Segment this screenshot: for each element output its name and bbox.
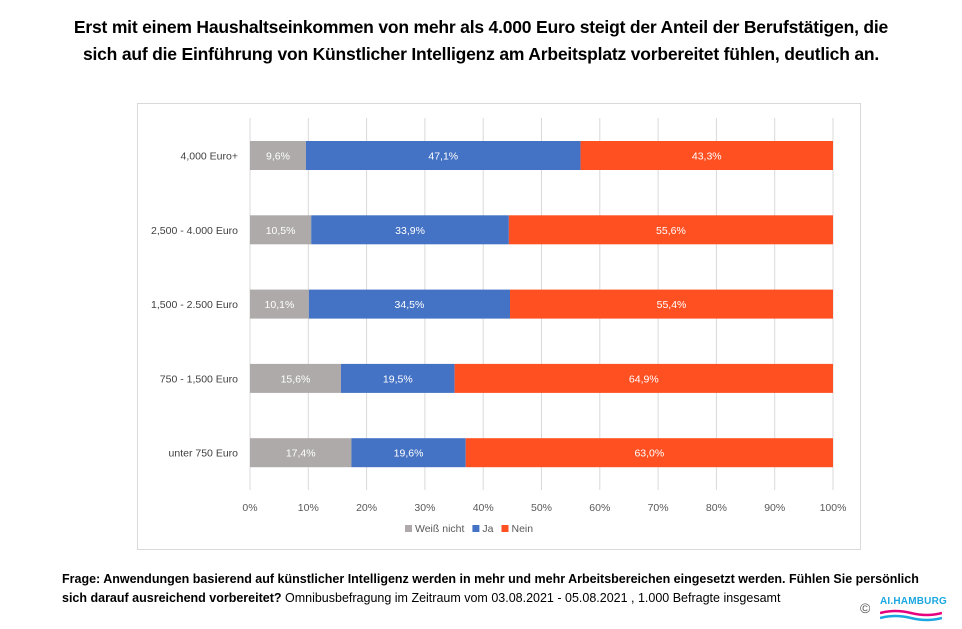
x-tick-label: 50%: [531, 502, 552, 514]
logo-text: AI.HAMBURG: [880, 596, 947, 607]
bar-segment: [508, 215, 833, 245]
data-label: 55,4%: [657, 299, 687, 311]
x-tick-label: 90%: [764, 502, 785, 514]
legend-label: Nein: [512, 523, 534, 535]
bar-segment: [308, 289, 511, 319]
legend-swatch: [405, 525, 412, 532]
bar-segment: [465, 438, 833, 468]
x-tick-label: 100%: [820, 502, 847, 514]
data-label: 10,1%: [265, 299, 295, 311]
data-label: 9,6%: [266, 151, 290, 163]
bars: 9,6% 47,1% 43,3% 10,5% 33,9% 55,6% 10,1% 34,5% 5…: [250, 141, 833, 468]
bar-segment: [510, 289, 833, 319]
bar-segment: [311, 215, 509, 245]
legend: Weiß nicht Ja Nein: [405, 523, 533, 535]
bar-segment: [250, 289, 309, 319]
logo-wave-icon: [880, 609, 942, 622]
survey-question: Frage: Anwendungen basierend auf künstli…: [62, 572, 919, 605]
x-tick-label: 80%: [706, 502, 727, 514]
data-label: 17,4%: [286, 448, 316, 460]
data-label: 19,5%: [383, 373, 413, 385]
chart-frame: [137, 103, 861, 550]
data-label: 55,6%: [656, 225, 686, 237]
category-label: 1,500 - 2.500 Euro: [151, 299, 238, 311]
legend-label: Weiß nicht: [415, 523, 464, 535]
chart-title-line1: Erst mit einem Haushaltseinkommen von me…: [73, 17, 889, 37]
data-label: 63,0%: [634, 448, 664, 460]
data-label: 15,6%: [281, 373, 311, 385]
copyright-icon: ©: [860, 600, 871, 616]
x-tick-label: 20%: [356, 502, 377, 514]
bar-segment: [250, 363, 341, 393]
bar-segment: [351, 438, 466, 468]
category-label: 2,500 - 4.000 Euro: [151, 225, 238, 237]
footer-note: Frage: Anwendungen basierend auf künstli…: [62, 570, 922, 608]
legend-swatch: [501, 525, 509, 532]
x-tick-label: 70%: [648, 502, 669, 514]
bar-segment: [250, 438, 352, 468]
x-tick-labels: 0% 10% 20% 30% 40% 50% 60% 70% 80% 90% 100%: [242, 502, 846, 514]
bar-segment: [340, 363, 455, 393]
survey-info: Omnibusbefragung im Zeitraum vom 03.08.2…: [281, 591, 781, 605]
bar-segment: [580, 141, 833, 170]
chart-title: Erst mit einem Haushaltseinkommen von me…: [0, 14, 962, 68]
bar-segment: [250, 215, 312, 245]
category-label: 750 - 1,500 Euro: [160, 373, 238, 385]
x-tick-label: 10%: [298, 502, 319, 514]
data-label: 43,3%: [692, 151, 722, 163]
bar-segment: [250, 141, 306, 170]
data-label: 34,5%: [395, 299, 425, 311]
data-label: 47,1%: [428, 151, 458, 163]
x-tick-label: 40%: [473, 502, 494, 514]
x-tick-label: 60%: [589, 502, 610, 514]
category-label: 4,000 Euro+: [180, 151, 238, 163]
data-label: 10,5%: [266, 225, 296, 237]
bar-segment: [305, 141, 581, 170]
logo-text-hamburg: HAMBURG: [893, 596, 948, 607]
category-labels: 4,000 Euro+ 2,500 - 4.000 Euro 1,500 - 2.5…: [151, 151, 238, 460]
logo-text-ai: AI.: [880, 596, 894, 607]
data-label: 33,9%: [395, 225, 425, 237]
category-label: unter 750 Euro: [169, 448, 239, 460]
data-label: 64,9%: [629, 373, 659, 385]
x-tick-label: 30%: [414, 502, 435, 514]
ai-hamburg-logo: © AI.HAMBURG: [860, 594, 950, 624]
chart-title-line2: sich auf die Einführung von Künstlicher …: [82, 44, 880, 64]
bar-segment: [454, 363, 833, 393]
legend-swatch: [472, 525, 480, 532]
legend-label: Ja: [482, 523, 493, 535]
data-label: 19,6%: [394, 448, 424, 460]
x-tick-label: 0%: [242, 502, 257, 514]
